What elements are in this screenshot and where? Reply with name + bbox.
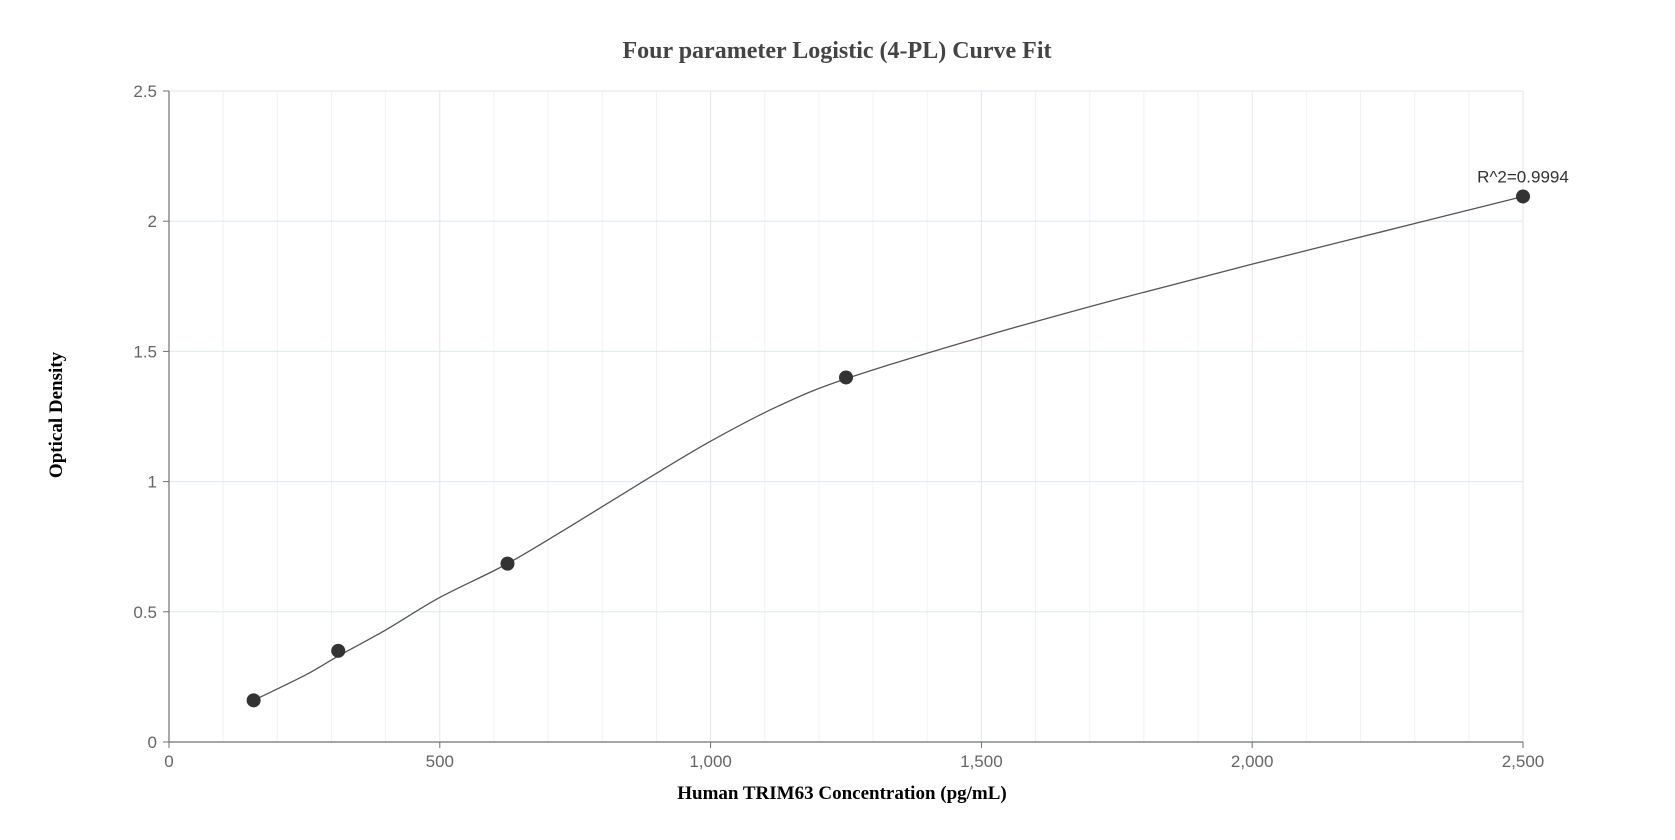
fit-curve-line: [253, 195, 1524, 701]
y-axis-label: Optical Density: [46, 351, 67, 478]
axes: [163, 90, 1524, 748]
x-tick-label: 500: [426, 752, 454, 771]
data-series: R^2=0.9994: [246, 167, 1569, 708]
y-tick-label: 0: [148, 733, 157, 752]
grid: [169, 90, 1524, 742]
y-tick-label: 0.5: [133, 603, 157, 622]
data-point: [500, 556, 515, 571]
data-point: [246, 693, 261, 708]
chart-title: Four parameter Logistic (4-PL) Curve Fit: [622, 38, 1051, 64]
y-tick-label: 1.5: [133, 342, 157, 361]
x-tick-label: 1,500: [960, 752, 1003, 771]
y-tick-label: 1: [148, 473, 157, 492]
data-point: [1516, 189, 1530, 204]
x-tick-label: 2,500: [1502, 752, 1545, 771]
data-point: [331, 643, 346, 658]
y-tick-label: 2: [148, 212, 157, 231]
x-tick-label: 0: [164, 752, 173, 771]
x-tick-label: 2,000: [1231, 752, 1274, 771]
y-tick-label: 2.5: [133, 82, 157, 101]
data-point: [839, 370, 853, 385]
tick-labels: 0 500 1,000 1,500 2,000 2,500 0 0.5 1 1.5 2 2.5: [133, 82, 1544, 771]
r-squared-annotation: R^2=0.9994: [1477, 167, 1569, 186]
x-axis-label: Human TRIM63 Concentration (pg/mL): [677, 783, 1007, 804]
x-tick-label: 1,000: [689, 752, 732, 771]
